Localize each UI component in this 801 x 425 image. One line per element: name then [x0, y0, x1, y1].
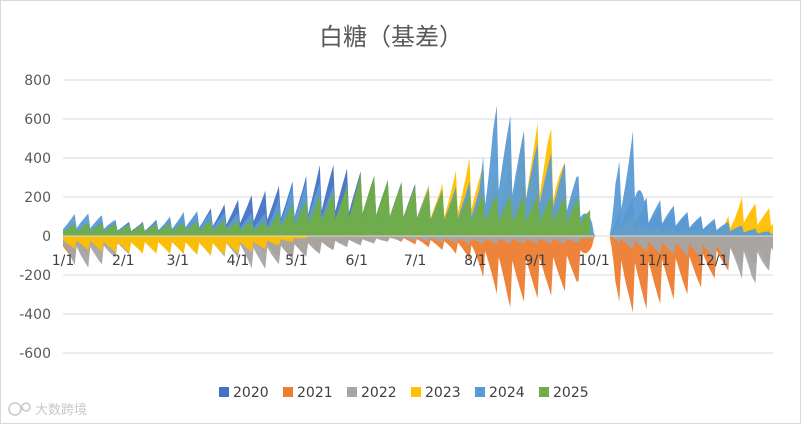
- x-tick-label: 7/1: [404, 253, 427, 269]
- legend-label-2022: 2022: [361, 385, 397, 401]
- x-tick-label: 1/1: [52, 253, 75, 269]
- x-tick-label: 4/1: [227, 253, 250, 269]
- x-tick-label: 2/1: [112, 253, 135, 269]
- series-areas: [63, 105, 773, 313]
- series-area-2025: [63, 173, 591, 236]
- y-tick-label: 400: [24, 151, 51, 167]
- watermark-icon: [8, 402, 22, 416]
- watermark-text: 大数跨境: [35, 403, 87, 418]
- legend-swatch-2023: [411, 387, 421, 397]
- x-axis-ticks: 1/1 2/1 3/1 4/1 5/1 6/1 7/1 8/1 9/1 10/1 11/1 12/1: [52, 253, 729, 269]
- y-axis-ticks: 800 600 400 200 0 -200 -400 -600: [19, 73, 51, 362]
- grid-lines: [63, 79, 773, 354]
- x-tick-label: 11/1: [639, 253, 670, 269]
- y-tick-label: -200: [19, 268, 51, 284]
- x-tick-label: 5/1: [285, 253, 308, 269]
- legend: 2020 2021 2022 2023 2024 2025: [219, 385, 589, 401]
- x-tick-label: 3/1: [167, 253, 190, 269]
- legend-label-2021: 2021: [297, 385, 333, 401]
- watermark: 大数跨境: [8, 402, 87, 418]
- watermark-icon-dot: [21, 402, 31, 412]
- legend-label-2024: 2024: [489, 385, 525, 401]
- legend-swatch-2021: [283, 387, 293, 397]
- legend-label-2020: 2020: [233, 385, 269, 401]
- x-tick-label: 12/1: [697, 253, 728, 269]
- legend-label-2025: 2025: [553, 385, 589, 401]
- x-tick-label: 10/1: [578, 253, 609, 269]
- series-area-2024: [63, 105, 773, 236]
- chart-title: 白糖（基差）: [319, 23, 463, 51]
- y-tick-label: -600: [19, 346, 51, 362]
- x-tick-label: 6/1: [345, 253, 368, 269]
- y-tick-label: -400: [19, 307, 51, 323]
- y-tick-label: 800: [24, 73, 51, 89]
- legend-swatch-2024: [475, 387, 485, 397]
- y-tick-label: 600: [24, 112, 51, 128]
- legend-swatch-2025: [539, 387, 549, 397]
- x-tick-label: 9/1: [524, 253, 547, 269]
- legend-label-2023: 2023: [425, 385, 461, 401]
- x-tick-label: 8/1: [464, 253, 487, 269]
- y-tick-label: 200: [24, 190, 51, 206]
- legend-swatch-2020: [219, 387, 229, 397]
- legend-swatch-2022: [347, 387, 357, 397]
- y-tick-label: 0: [42, 229, 51, 245]
